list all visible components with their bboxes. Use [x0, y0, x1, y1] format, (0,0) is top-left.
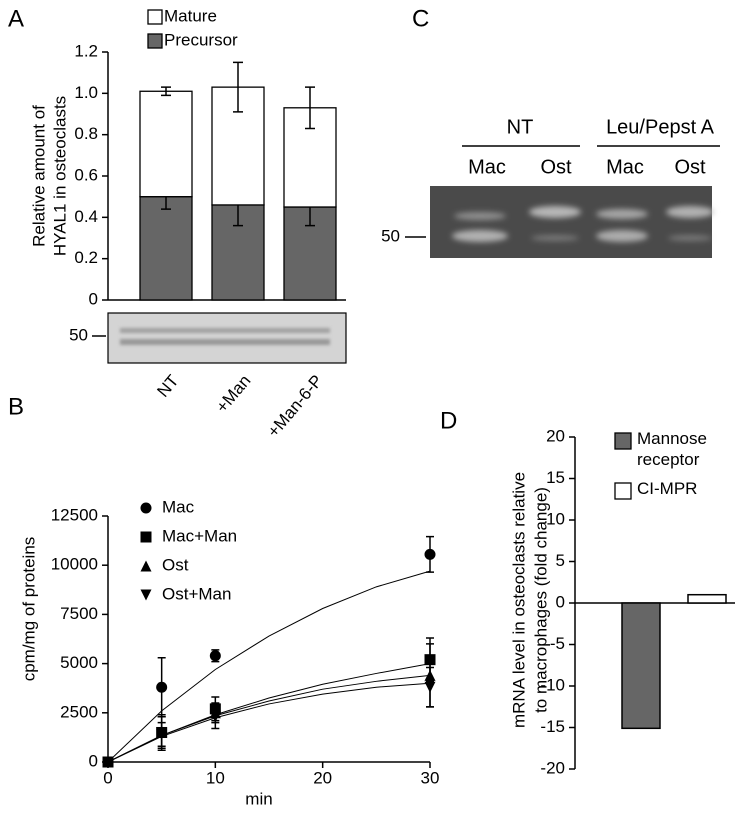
- y-tick-label: -20: [540, 758, 565, 777]
- blot: [92, 312, 347, 364]
- y-tick-label: -10: [540, 675, 565, 694]
- point: [209, 711, 221, 723]
- bar: [687, 593, 727, 604]
- y-tick-label: 5: [556, 551, 565, 570]
- y-tick-label: -15: [540, 717, 565, 736]
- legend-label: Mannose receptor: [637, 429, 707, 469]
- error-bar: [305, 86, 315, 130]
- point: [209, 650, 221, 662]
- y-tick-label: 5000: [60, 653, 98, 672]
- legend-label: Ost+Man: [162, 584, 231, 603]
- gel-marker: 50: [381, 226, 400, 245]
- legend-label: Mac+Man: [162, 526, 237, 545]
- x-tick-label: +Man: [212, 371, 254, 416]
- x-tick-label: NT: [153, 371, 182, 401]
- legend-swatch: [147, 9, 163, 25]
- gel-group: Leu/Pepst A: [606, 116, 715, 138]
- legend-label-box: CI-MPR: [637, 479, 698, 498]
- legend-marker: [140, 502, 152, 514]
- x-tick-label: 0: [103, 768, 112, 787]
- bar-segment: [139, 196, 193, 301]
- y-axis-label: mRNA level in osteoclasts relative: [509, 472, 528, 728]
- y-tick-label: 20: [546, 426, 565, 445]
- y-tick-label: 1.0: [74, 83, 98, 102]
- y-tick-label: 0: [89, 289, 98, 308]
- y-tick-label: 10000: [51, 555, 98, 574]
- y-tick-label: -5: [550, 634, 565, 653]
- x-tick-label: 10: [206, 768, 225, 787]
- fit-line: [107, 663, 431, 763]
- legend-marker: [140, 560, 152, 572]
- legend-label-box: Mannose receptor: [637, 429, 707, 469]
- x-tick-label: 20: [313, 768, 332, 787]
- legend-swatch: [614, 432, 632, 450]
- y-tick-label: 15: [546, 468, 565, 487]
- gel-lane: Mac: [468, 156, 506, 178]
- y-tick-label: 1.2: [74, 41, 98, 60]
- y-tick-label: 0: [89, 751, 98, 770]
- y-tick-label: 0: [556, 592, 565, 611]
- panel-letter: B: [8, 393, 24, 420]
- y-tick-label: 12500: [51, 505, 98, 524]
- legend-swatch: [614, 482, 632, 500]
- panel-letter: A: [8, 5, 24, 32]
- point: [102, 756, 114, 768]
- y-axis-label: to macrophages (fold change): [531, 487, 550, 713]
- legend-label: CI-MPR: [637, 479, 698, 498]
- y-tick-label: 0.2: [74, 248, 98, 267]
- bar-segment: [139, 90, 193, 198]
- y-tick-label: 10: [546, 509, 565, 528]
- legend-label: Mature: [164, 6, 217, 25]
- bar: [621, 602, 661, 730]
- gel-lane: Ost: [540, 156, 572, 178]
- gel: [405, 145, 720, 258]
- y-tick-label: 0.8: [74, 124, 98, 143]
- y-axis-label: Relative amount of: [29, 105, 48, 247]
- legend-marker: [140, 531, 152, 543]
- panel-letter: C: [412, 5, 429, 32]
- point: [424, 681, 436, 693]
- x-axis-label: min: [245, 789, 272, 808]
- legend-label: Mac: [162, 497, 195, 516]
- y-tick-label: 2500: [60, 702, 98, 721]
- error-bar: [161, 86, 171, 97]
- error-bar: [233, 61, 243, 113]
- y-axis-label: cpm/mg of proteins: [19, 537, 38, 682]
- gel-group: NT: [507, 116, 534, 138]
- y-axis-label: HYAL1 in osteoclasts: [50, 96, 69, 256]
- x-tick-label: 30: [421, 768, 440, 787]
- legend-label: Precursor: [164, 30, 238, 49]
- point: [424, 548, 436, 560]
- y-tick-label: 0.4: [74, 207, 98, 226]
- legend-marker: [140, 589, 152, 601]
- gel-lane: Ost: [674, 156, 706, 178]
- point: [156, 681, 168, 693]
- panel-letter: D: [440, 407, 457, 434]
- y-tick-label: 7500: [60, 604, 98, 623]
- y-tick-label: 0.6: [74, 165, 98, 184]
- x-tick-label: +Man-6-P: [264, 371, 327, 441]
- legend-label: Ost: [162, 555, 189, 574]
- blot-marker: 50: [69, 325, 88, 344]
- point: [156, 728, 168, 740]
- gel-lane: Mac: [606, 156, 644, 178]
- legend-swatch: [147, 33, 163, 49]
- fit-line: [107, 682, 431, 763]
